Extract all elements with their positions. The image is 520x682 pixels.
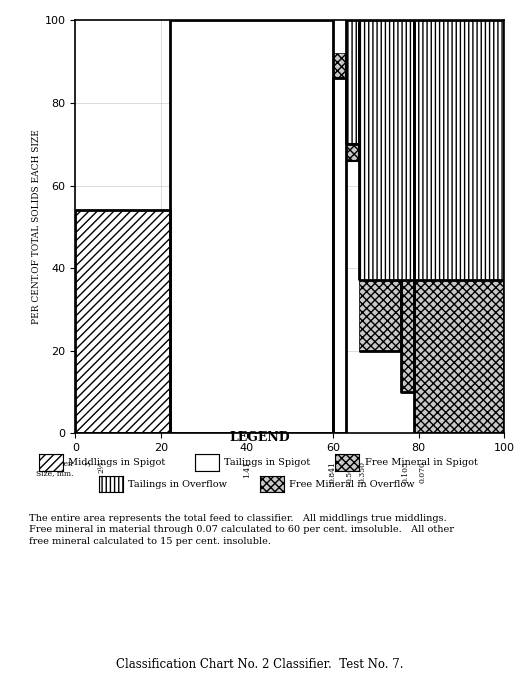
Bar	[333, 78, 346, 433]
Y-axis label: PER CENT.OF TOTAL SOLIDS EACH SIZE: PER CENT.OF TOTAL SOLIDS EACH SIZE	[32, 130, 41, 324]
Bar	[414, 20, 504, 280]
Text: Screen
Size, mm.: Screen Size, mm.	[36, 460, 73, 477]
Bar	[75, 210, 170, 433]
Text: Middlings in Spigot: Middlings in Spigot	[68, 458, 165, 467]
Text: Tailings in Spigot: Tailings in Spigot	[224, 458, 310, 467]
Bar	[346, 144, 359, 161]
Text: Free Mineral in Spigot: Free Mineral in Spigot	[365, 458, 477, 467]
Bar	[346, 20, 359, 145]
Bar	[401, 280, 414, 391]
Bar	[170, 20, 333, 433]
Bar	[359, 20, 414, 280]
Text: 0.105: 0.105	[402, 461, 410, 483]
Bar	[359, 280, 401, 351]
Bar	[414, 280, 504, 433]
Bar	[333, 53, 346, 78]
Text: Tailings in Overflow: Tailings in Overflow	[128, 479, 227, 489]
Text: 0.841: 0.841	[329, 461, 337, 483]
Text: Free Mineral in Overflow: Free Mineral in Overflow	[289, 479, 415, 489]
Text: Classification Chart No. 2 Classifier.  Test No. 7.: Classification Chart No. 2 Classifier. T…	[116, 658, 404, 672]
Text: 2½: 2½	[97, 461, 105, 473]
Text: The entire area represents the total feed to classifier.   All middlings true mi: The entire area represents the total fee…	[29, 514, 453, 546]
Text: 0.070: 0.070	[419, 461, 427, 483]
Text: 1.41: 1.41	[243, 461, 251, 478]
Text: LEGEND: LEGEND	[230, 431, 290, 445]
Text: 0.350: 0.350	[359, 461, 367, 483]
Text: 0.500: 0.500	[346, 461, 354, 483]
Text: 3: 3	[84, 461, 92, 466]
